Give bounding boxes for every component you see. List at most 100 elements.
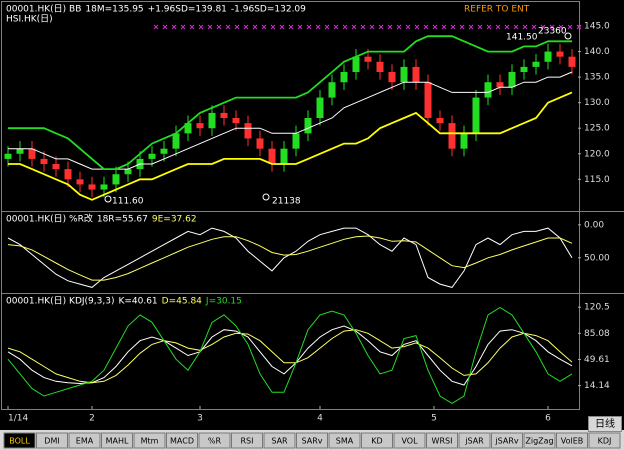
toolbar-tab[interactable] (523, 432, 556, 449)
toolbar-tab[interactable] (361, 432, 393, 449)
toolbar-tab[interactable] (393, 432, 426, 449)
candle-body (280, 148, 288, 164)
candle-body (100, 184, 108, 190)
toolbar-tab[interactable] (198, 432, 231, 449)
toolbar-tab[interactable] (166, 432, 198, 449)
x-tick-label: 1/14 (8, 414, 28, 424)
toolbar-tab-label[interactable]: jSARv (494, 437, 518, 446)
candle-body (388, 72, 396, 83)
series-line (7, 306, 573, 404)
toolbar-tab[interactable] (3, 432, 36, 449)
candle-body (184, 123, 192, 134)
marker-cross (225, 24, 231, 30)
candle-body (364, 56, 372, 62)
x-tick-label: 3 (197, 414, 203, 424)
toolbar-tab-label[interactable]: BOLL (9, 437, 30, 446)
toolbar-tab[interactable] (133, 432, 166, 449)
marker-cross (189, 24, 195, 30)
candle-body (436, 118, 444, 124)
marker-cross (288, 24, 294, 30)
toolbar-tab[interactable] (263, 432, 296, 449)
candle-body (328, 82, 336, 98)
toolbar-tab[interactable] (101, 432, 133, 449)
y-tick-label: 0.00 (584, 220, 604, 230)
y-tick-label: 14.14 (584, 381, 610, 391)
y-tick-label: 125.0 (584, 124, 610, 134)
marker-cross (576, 24, 582, 30)
toolbar-tab-label[interactable]: WRSI (432, 437, 453, 446)
toolbar-tab-label[interactable]: MACD (170, 437, 194, 446)
marker-cross (207, 24, 213, 30)
candle-body (88, 184, 96, 190)
marker-cross (261, 24, 267, 30)
marker-cross (306, 24, 312, 30)
marker-cross (234, 24, 240, 30)
candle-body (460, 133, 468, 149)
toolbar-tab[interactable] (491, 432, 523, 449)
marker-cross (324, 24, 330, 30)
toolbar-tab-label[interactable]: VOL (401, 437, 418, 446)
marker-cross (243, 24, 249, 30)
x-tick-label: 4 (317, 414, 323, 424)
toolbar-tab-label[interactable]: KDJ (598, 437, 612, 446)
candle-body (448, 123, 456, 149)
toolbar-tab-label[interactable]: Mtm (141, 437, 159, 446)
y-tick-label: 120.0 (584, 149, 610, 159)
marker-cross (567, 24, 573, 30)
series-line (7, 325, 573, 386)
candle-body (220, 112, 228, 118)
marker-cross (396, 24, 402, 30)
series-line (8, 71, 573, 170)
toolbar-tab-label[interactable]: KD (371, 437, 382, 446)
annotation: 141.50 (506, 33, 538, 43)
header-text: 18R=55.67 (97, 215, 148, 225)
toolbar-tab-label[interactable]: SAR (271, 437, 288, 446)
toolbar-tab[interactable] (68, 432, 101, 449)
marker-cross (216, 24, 222, 30)
toolbar-tab[interactable] (556, 432, 588, 449)
toolbar-tab[interactable] (328, 432, 361, 449)
toolbar-tab[interactable] (458, 432, 491, 449)
marker-cross (180, 24, 186, 30)
series-line (7, 235, 573, 281)
candle-body (376, 61, 384, 72)
marker-cross (450, 24, 456, 30)
marker-cross (432, 24, 438, 30)
toolbar-tab-label[interactable]: SMA (336, 437, 354, 446)
toolbar-tab-label[interactable]: %R (208, 437, 222, 446)
toolbar-tab-label[interactable]: RSI (241, 437, 254, 446)
toolbar-tab[interactable] (296, 432, 328, 449)
toolbar-tab-label[interactable]: EMA (76, 437, 94, 446)
candle-body (400, 66, 408, 83)
candle-body (556, 51, 564, 57)
period-button[interactable] (588, 416, 622, 432)
toolbar-tab-label[interactable]: jSAR (464, 437, 484, 446)
toolbar-tab[interactable] (36, 432, 68, 449)
period-button-label[interactable]: 日线 (595, 417, 615, 430)
toolbar-tab-label[interactable]: MAHL (106, 437, 129, 446)
y-tick-label: 130.0 (584, 98, 610, 108)
header-text: 18M=135.95 (85, 5, 143, 15)
y-tick-label: 115.0 (584, 175, 610, 185)
toolbar-tab-label[interactable]: SARv (302, 437, 323, 446)
toolbar-tab-label[interactable]: VolEB (561, 437, 584, 446)
toolbar-tab-label[interactable]: ZigZag (525, 437, 553, 446)
candle-body (208, 112, 216, 129)
marker-cross (360, 24, 366, 30)
candle-body (568, 56, 576, 67)
marker-cross (513, 24, 519, 30)
toolbar-tab[interactable] (231, 432, 263, 449)
toolbar-tab[interactable] (588, 432, 621, 449)
y-tick-label: 140.0 (584, 47, 610, 57)
toolbar-tab-label[interactable]: DMI (44, 437, 59, 446)
marker-cross (531, 24, 537, 30)
toolbar-tab[interactable] (426, 432, 458, 449)
annotation-marker (104, 195, 112, 203)
candle-body (148, 153, 156, 159)
marker-cross (171, 24, 177, 30)
y-tick-label: 120.5 (584, 303, 610, 313)
y-tick-label: 85.08 (584, 329, 610, 339)
marker-cross (162, 24, 168, 30)
marker-cross (477, 24, 483, 30)
